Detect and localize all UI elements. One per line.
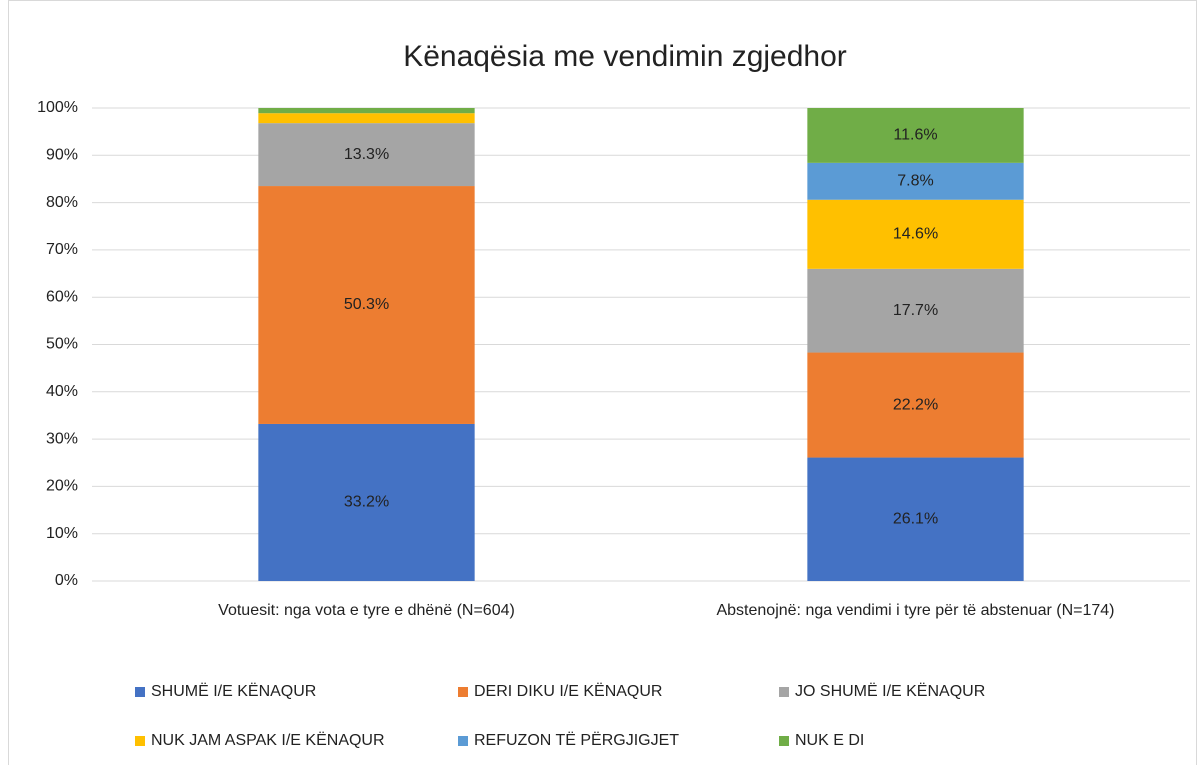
y-tick-label: 60% [46,288,78,305]
y-tick-label: 30% [46,430,78,447]
y-tick-label: 10% [46,525,78,542]
y-tick-label: 0% [55,572,78,589]
data-label: 22.2% [893,396,938,413]
bar-segment [807,199,1024,269]
bar-segment [807,268,1024,353]
x-tick-label-box: Abstenojnë: nga vendimi i tyre për të ab… [716,602,1115,619]
legend-swatch [135,736,145,746]
legend-label: NUK E DI [795,732,864,749]
x-tick-label: Abstenojnë: nga vendimi i tyre për të ab… [716,602,1115,619]
y-tick-label: 70% [46,241,78,258]
data-label: 7.8% [897,173,933,190]
legend-label: NUK JAM ASPAK I/E KËNAQUR [151,731,385,749]
x-tick-label-box: Votuesit: nga vota e tyre e dhënë (N=604… [218,602,515,619]
bar-segment [258,123,475,187]
y-tick-label: 20% [46,478,78,495]
legend-swatch [135,687,145,697]
legend-swatch [779,736,789,746]
data-label: 50.3% [344,296,389,313]
bar-segment [807,457,1024,581]
data-label: 26.1% [893,510,938,527]
data-label: 14.6% [893,226,938,243]
legend-swatch [779,687,789,697]
chart-title: Kënaqësia me vendimin zgjedhor [403,40,847,73]
legend-label: JO SHUMË I/E KËNAQUR [795,682,985,700]
data-label: 33.2% [344,494,389,511]
data-label: 17.7% [893,302,938,319]
y-tick-label: 90% [46,147,78,164]
bar-segment [258,113,475,124]
bar-segment [807,108,1024,163]
y-tick-label: 80% [46,194,78,211]
bar-segment [258,108,475,114]
bar-segment [807,162,1024,200]
bar-segment [258,423,475,581]
bar-segment [258,186,475,424]
data-label: 13.3% [344,146,389,163]
legend-swatch [458,736,468,746]
legend-label: DERI DIKU I/E KËNAQUR [474,682,662,700]
y-tick-label: 50% [46,336,78,353]
y-tick-label: 100% [37,99,78,116]
legend-swatch [458,687,468,697]
y-tick-label: 40% [46,383,78,400]
x-tick-label: Votuesit: nga vota e tyre e dhënë (N=604… [218,602,515,619]
data-label: 11.6% [893,127,937,144]
legend-label: SHUMË I/E KËNAQUR [151,682,316,700]
bar-segment [807,352,1024,458]
legend-label: REFUZON TË PËRGJIGJET [474,731,679,749]
